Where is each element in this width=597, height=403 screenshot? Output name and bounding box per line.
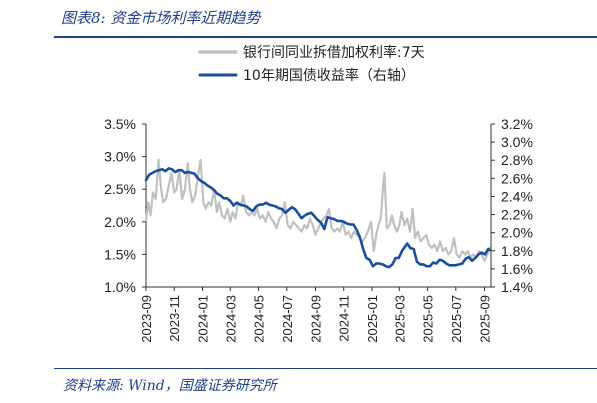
right-tick-label: 3.0% (501, 134, 533, 150)
left-tick-label: 2.5% (104, 181, 136, 197)
left-tick-label: 1.5% (104, 246, 136, 262)
x-tick-label: 2023-09 (139, 295, 154, 343)
x-tick-label: 2024-05 (252, 295, 267, 343)
source-note: 资料来源: Wind，国盛证券研究所 (63, 378, 277, 394)
chart-title: 图表8: 资金市场利率近期趋势 (61, 9, 261, 27)
x-tick-label: 2023-11 (167, 295, 182, 342)
legend: 银行间同业拆借加权利率:7天 10年期国债收益率（右轴） (198, 44, 425, 84)
left-tick-label: 1.0% (104, 279, 136, 295)
series-line-10y-bond (144, 167, 491, 269)
legend-label-ibor-7d: 银行间同业拆借加权利率:7天 (243, 44, 425, 61)
x-tick-label: 2025-07 (449, 295, 464, 343)
right-tick-label: 2.4% (501, 188, 533, 204)
x-tick-label: 2025-09 (478, 295, 493, 343)
right-tick-label: 1.6% (501, 261, 533, 277)
right-tick-label: 2.0% (501, 225, 533, 241)
x-tick-label: 2024-03 (223, 295, 238, 343)
left-tick-label: 3.0% (104, 149, 136, 165)
series-layer (144, 158, 491, 269)
x-tick-label: 2025-01 (365, 295, 380, 343)
footer-rule (54, 368, 597, 369)
x-tick-label: 2024-09 (308, 295, 323, 343)
title-rule (54, 36, 597, 38)
axes: 1.0% 1.5% 2.0% 2.5% 3.0% 3.5% 1.4% 1.6% 1.8% 2.0%… (104, 116, 533, 343)
right-tick-label: 2.2% (501, 207, 533, 223)
left-tick-label: 2.0% (104, 214, 136, 230)
x-tick-label: 2024-07 (280, 295, 295, 343)
right-tick-label: 2.6% (501, 170, 533, 186)
right-tick-label: 1.4% (501, 279, 533, 295)
legend-label-10y-bond: 10年期国债收益率（右轴） (243, 67, 415, 84)
left-tick-label: 3.5% (104, 116, 136, 132)
series-line-ibor-7d (144, 158, 491, 262)
right-tick-label: 2.8% (501, 152, 533, 168)
right-tick-label: 3.2% (501, 116, 533, 132)
x-tick-label: 2025-03 (392, 295, 407, 343)
x-tick-label: 2024-11 (337, 295, 352, 342)
x-tick-label: 2025-05 (421, 295, 436, 343)
right-tick-label: 1.8% (501, 243, 533, 259)
x-tick-label: 2024-01 (195, 295, 210, 343)
